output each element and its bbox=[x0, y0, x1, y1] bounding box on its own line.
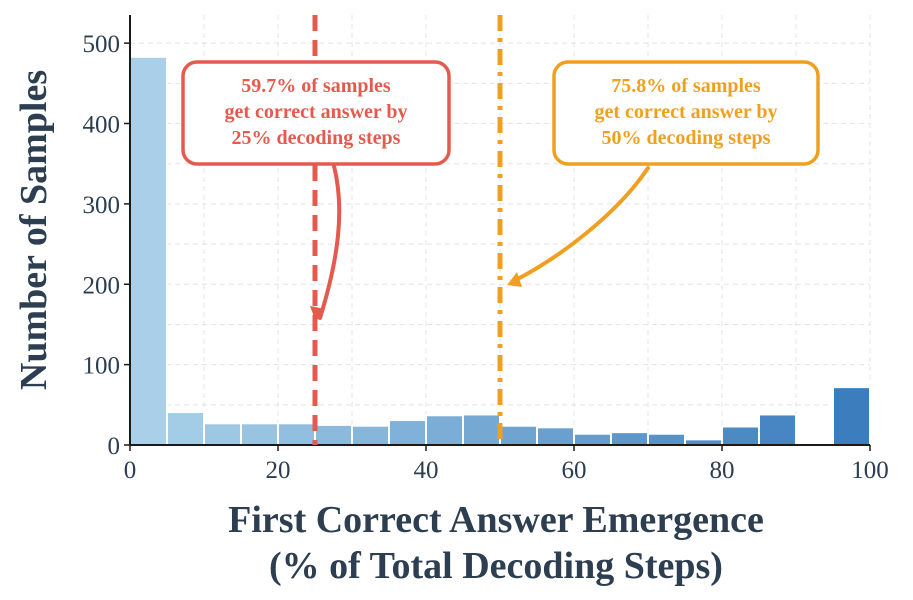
annotations: 59.7% of samples get correct answer by 25%… bbox=[181, 60, 820, 322]
histogram-bar bbox=[277, 422, 316, 447]
histogram-bar bbox=[425, 414, 464, 447]
x-tick-label: 40 bbox=[414, 457, 439, 484]
annotation-text: 59.7% of samples bbox=[241, 75, 391, 97]
annotation-text: 75.8% of samples bbox=[611, 75, 761, 97]
arrowhead bbox=[310, 306, 325, 322]
histogram-bar bbox=[573, 432, 612, 446]
histogram-bar bbox=[536, 426, 575, 446]
histogram-bars bbox=[129, 55, 871, 447]
x-tick-label: 60 bbox=[562, 457, 587, 484]
x-tick-label: 80 bbox=[710, 457, 735, 484]
y-axis-ticks: 0 100 200 300 400 500 bbox=[83, 31, 130, 460]
annotation-text: get correct answer by bbox=[594, 101, 777, 123]
histogram-bar bbox=[166, 411, 205, 446]
histogram-bar bbox=[314, 423, 353, 447]
histogram-bar bbox=[203, 422, 242, 447]
histogram-bar bbox=[758, 413, 797, 447]
histogram-bar bbox=[832, 386, 871, 446]
histogram-bar bbox=[351, 424, 390, 446]
histogram-bar bbox=[240, 422, 279, 447]
x-tick-label: 20 bbox=[266, 457, 291, 484]
histogram-bar bbox=[129, 55, 168, 446]
x-tick-label: 0 bbox=[124, 457, 137, 484]
annotation-text: 50% decoding steps bbox=[602, 127, 771, 149]
annotation-arrow bbox=[510, 166, 650, 284]
annotation-box bbox=[552, 60, 820, 166]
annotation-text: get correct answer by bbox=[224, 101, 407, 123]
y-tick-label: 200 bbox=[83, 272, 121, 299]
annotation-text: 25% decoding steps bbox=[232, 127, 401, 149]
x-axis-title-line1: First Correct Answer Emergence bbox=[228, 499, 764, 541]
histogram-bar bbox=[610, 431, 649, 447]
histogram-bar bbox=[647, 432, 686, 446]
annotation-arrow bbox=[318, 164, 342, 320]
y-axis-title: Number of Samples bbox=[13, 70, 55, 390]
y-tick-label: 400 bbox=[83, 112, 121, 139]
histogram-bar bbox=[388, 419, 427, 446]
x-axis-ticks: 0 20 40 60 80 100 bbox=[124, 445, 889, 484]
y-tick-label: 500 bbox=[83, 31, 121, 58]
y-tick-label: 100 bbox=[83, 353, 121, 380]
histogram-bar bbox=[462, 413, 501, 447]
annotation-box bbox=[181, 60, 451, 166]
y-tick-label: 0 bbox=[108, 433, 121, 460]
arrowhead bbox=[507, 272, 522, 287]
x-axis-title-line2: (% of Total Decoding Steps) bbox=[269, 545, 723, 587]
histogram-bar bbox=[499, 424, 538, 446]
reference-lines bbox=[312, 15, 503, 445]
x-tick-label: 100 bbox=[851, 457, 889, 484]
axes bbox=[129, 15, 870, 446]
y-tick-label: 300 bbox=[83, 192, 121, 219]
histogram-bar bbox=[721, 425, 760, 446]
